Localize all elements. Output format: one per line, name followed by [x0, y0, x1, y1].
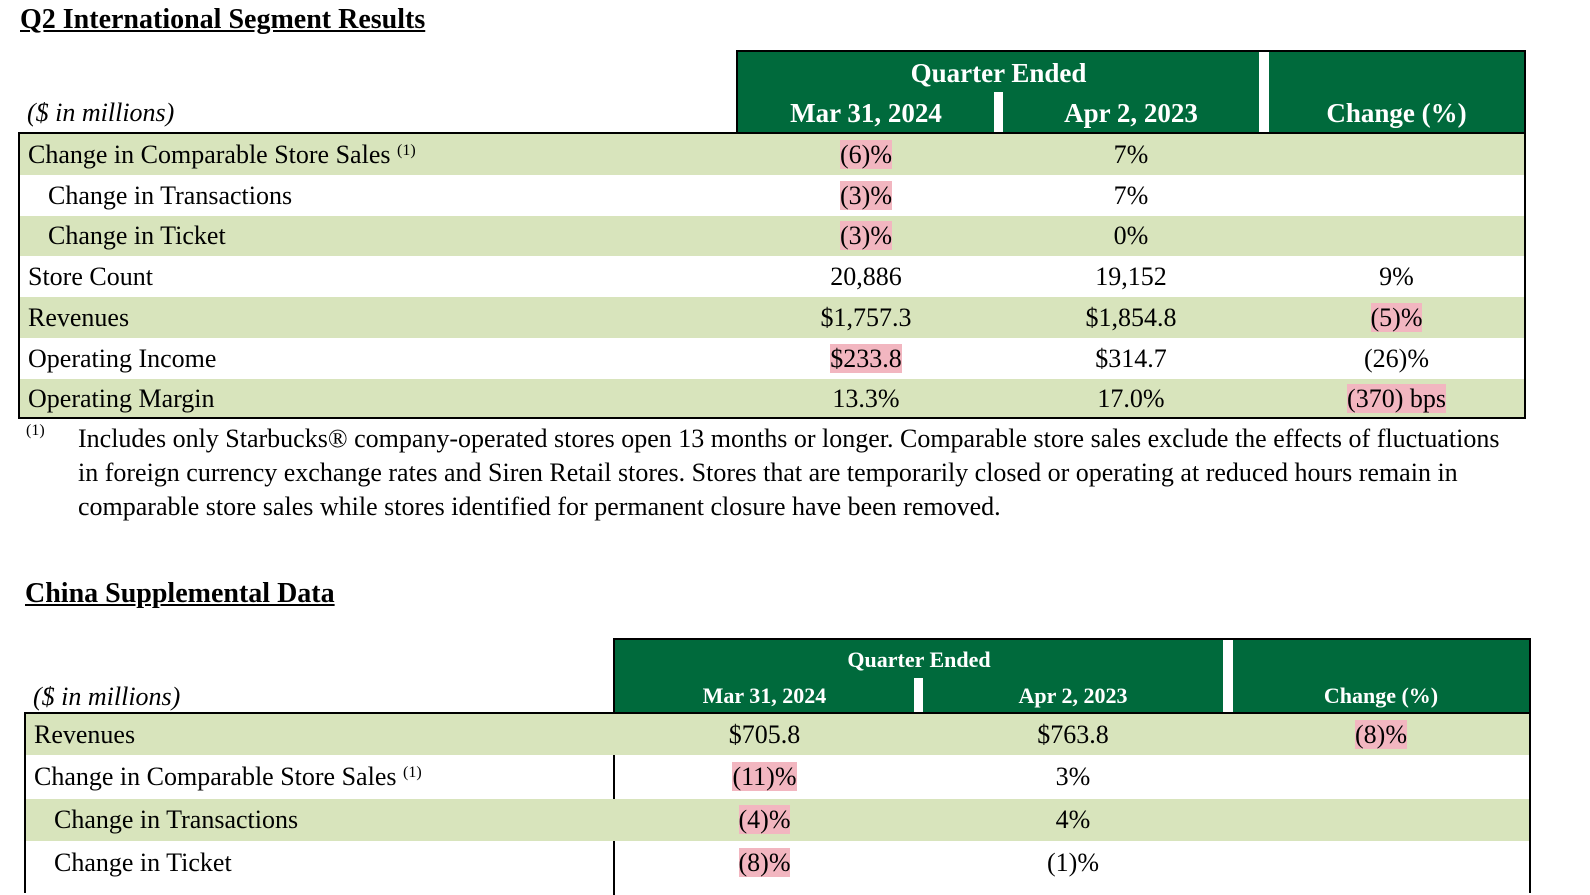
- intl-table: Change in Comparable Store Sales (1) (6)…: [18, 132, 1526, 419]
- row-label: Change in Ticket: [54, 848, 232, 877]
- row-label: Operating Margin: [28, 384, 215, 413]
- row-label: Store Count: [28, 262, 153, 291]
- value-change: (5)%: [1370, 303, 1423, 332]
- value-change: (370) bps: [1347, 384, 1446, 413]
- value-apr-2023: $763.8: [1037, 720, 1109, 749]
- value-mar-2024: 20,886: [830, 262, 902, 291]
- value-apr-2023: $1,854.8: [1085, 303, 1177, 332]
- row-label: Change in Transactions: [54, 805, 299, 834]
- table-row: Store Count 20,886 19,152 9%: [20, 256, 1524, 297]
- intl-quarter-ended-label: Quarter Ended: [910, 58, 1087, 88]
- row-label: Change in Comparable Store Sales (1): [34, 762, 422, 791]
- row-label: Change in Ticket: [48, 221, 226, 250]
- table-row: Change in Comparable Store Sales (1) (6)…: [20, 134, 1524, 175]
- footnote-marker: (1): [26, 422, 45, 439]
- value-apr-2023: (1)%: [1047, 848, 1099, 877]
- intl-unit-label: ($ in millions): [27, 98, 175, 127]
- value-mar-2024: $1,757.3: [820, 303, 912, 332]
- value-change: (26)%: [1364, 344, 1429, 373]
- value-mar-2024: (11)%: [732, 762, 797, 791]
- intl-col-apr-2023: Apr 2, 2023: [1064, 98, 1198, 128]
- china-header-divider: [914, 678, 923, 714]
- value-mar-2024: 13.3%: [832, 384, 900, 413]
- intl-header-divider: [1259, 52, 1269, 134]
- china-column-header: Quarter Ended Mar 31, 2024 Apr 2, 2023 C…: [613, 638, 1531, 714]
- table-row: Change in Comparable Store Sales (1) (11…: [26, 755, 1529, 799]
- china-col-apr-2023: Apr 2, 2023: [1018, 683, 1128, 708]
- value-mar-2024: (8)%: [738, 848, 791, 877]
- row-label: Revenues: [34, 720, 136, 749]
- row-label: Revenues: [28, 303, 130, 332]
- value-mar-2024: (3)%: [840, 181, 892, 210]
- china-header-divider: [1223, 640, 1233, 714]
- table-row: Change in Ticket (8)% (1)%: [26, 841, 1529, 885]
- intl-col-change: Change (%): [1326, 98, 1467, 128]
- value-apr-2023: 4%: [1055, 805, 1091, 834]
- value-apr-2023: 3%: [1055, 762, 1091, 791]
- china-unit-label: ($ in millions): [33, 682, 181, 711]
- table-row: Operating Margin 13.3% 17.0% (370) bps: [20, 379, 1524, 417]
- table-row: Change in Ticket (3)% 0%: [20, 216, 1524, 256]
- value-apr-2023: 7%: [1113, 140, 1149, 169]
- value-apr-2023: 0%: [1113, 221, 1149, 250]
- value-mar-2024: (4)%: [738, 805, 791, 834]
- footnote-text: Includes only Starbucks® company-operate…: [78, 424, 1500, 521]
- value-apr-2023: 7%: [1113, 181, 1149, 210]
- intl-col-mar-2024: Mar 31, 2024: [790, 98, 942, 128]
- row-label: Change in Transactions: [48, 181, 293, 210]
- intl-header-divider: [994, 92, 1003, 134]
- row-label: Change in Comparable Store Sales (1): [28, 140, 416, 169]
- intl-column-header: Quarter Ended Mar 31, 2024 Apr 2, 2023 C…: [736, 50, 1526, 134]
- value-apr-2023: 19,152: [1095, 262, 1167, 291]
- value-mar-2024: $233.8: [830, 344, 902, 373]
- china-quarter-ended-label: Quarter Ended: [847, 647, 991, 672]
- table-row: Change in Transactions (4)% 4%: [26, 799, 1529, 841]
- table-row: Operating Income $233.8 $314.7 (26)%: [20, 338, 1524, 379]
- value-mar-2024: (6)%: [840, 140, 892, 169]
- table-row: Change in Transactions (3)% 7%: [20, 175, 1524, 216]
- value-mar-2024: (3)%: [840, 221, 892, 250]
- value-apr-2023: $314.7: [1095, 344, 1167, 373]
- value-change: (8)%: [1355, 720, 1407, 749]
- table-row: Revenues $705.8 $763.8 (8)%: [26, 714, 1529, 755]
- table-row: Revenues $1,757.3 $1,854.8 (5)%: [20, 297, 1524, 338]
- value-change: 9%: [1379, 262, 1414, 291]
- china-title: China Supplemental Data: [25, 578, 335, 609]
- intl-title: Q2 International Segment Results: [20, 4, 426, 35]
- china-table: Revenues $705.8 $763.8 (8)% Change in Co…: [24, 712, 1531, 895]
- china-col-change: Change (%): [1323, 683, 1439, 708]
- china-col-mar-2024: Mar 31, 2024: [702, 683, 827, 708]
- row-label: Operating Income: [28, 344, 217, 373]
- value-apr-2023: 17.0%: [1097, 384, 1165, 413]
- value-mar-2024: $705.8: [728, 720, 801, 749]
